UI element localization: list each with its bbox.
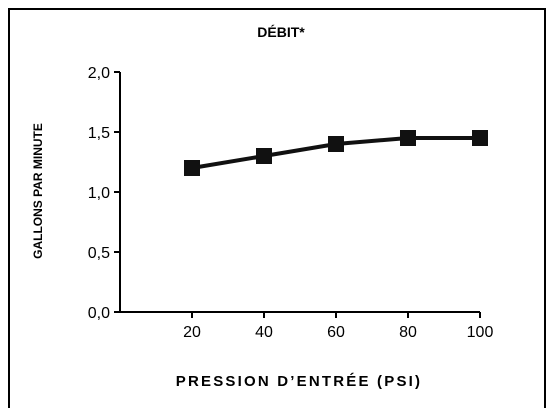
x-tick-label: 60 [327, 324, 345, 341]
chart-frame [8, 8, 546, 408]
y-tick-label: 1,0 [88, 185, 110, 202]
y-tick-label: 1,5 [88, 125, 110, 142]
data-point-marker [256, 148, 272, 164]
data-point-marker [328, 136, 344, 152]
y-tick-label: 0,0 [88, 305, 110, 322]
axes: 0,0 0,5 1,0 1,5 2,0 20 40 60 80 100 [88, 65, 494, 341]
y-axis-label: GALLONS PAR MINUTE [31, 123, 45, 259]
data-point-marker [400, 130, 416, 146]
x-tick-label: 40 [255, 324, 273, 341]
y-tick-label: 2,0 [88, 65, 110, 82]
chart-title: DÉBIT* [257, 24, 305, 40]
x-tick-label: 100 [467, 324, 494, 341]
data-point-marker [472, 130, 488, 146]
y-tick-label: 0,5 [88, 245, 110, 262]
x-axis-label: PRESSION D’ENTRÉE (PSI) [176, 373, 422, 390]
x-tick-label: 80 [399, 324, 417, 341]
plot-area [184, 130, 488, 176]
x-tick-label: 20 [183, 324, 201, 341]
data-point-marker [184, 160, 200, 176]
